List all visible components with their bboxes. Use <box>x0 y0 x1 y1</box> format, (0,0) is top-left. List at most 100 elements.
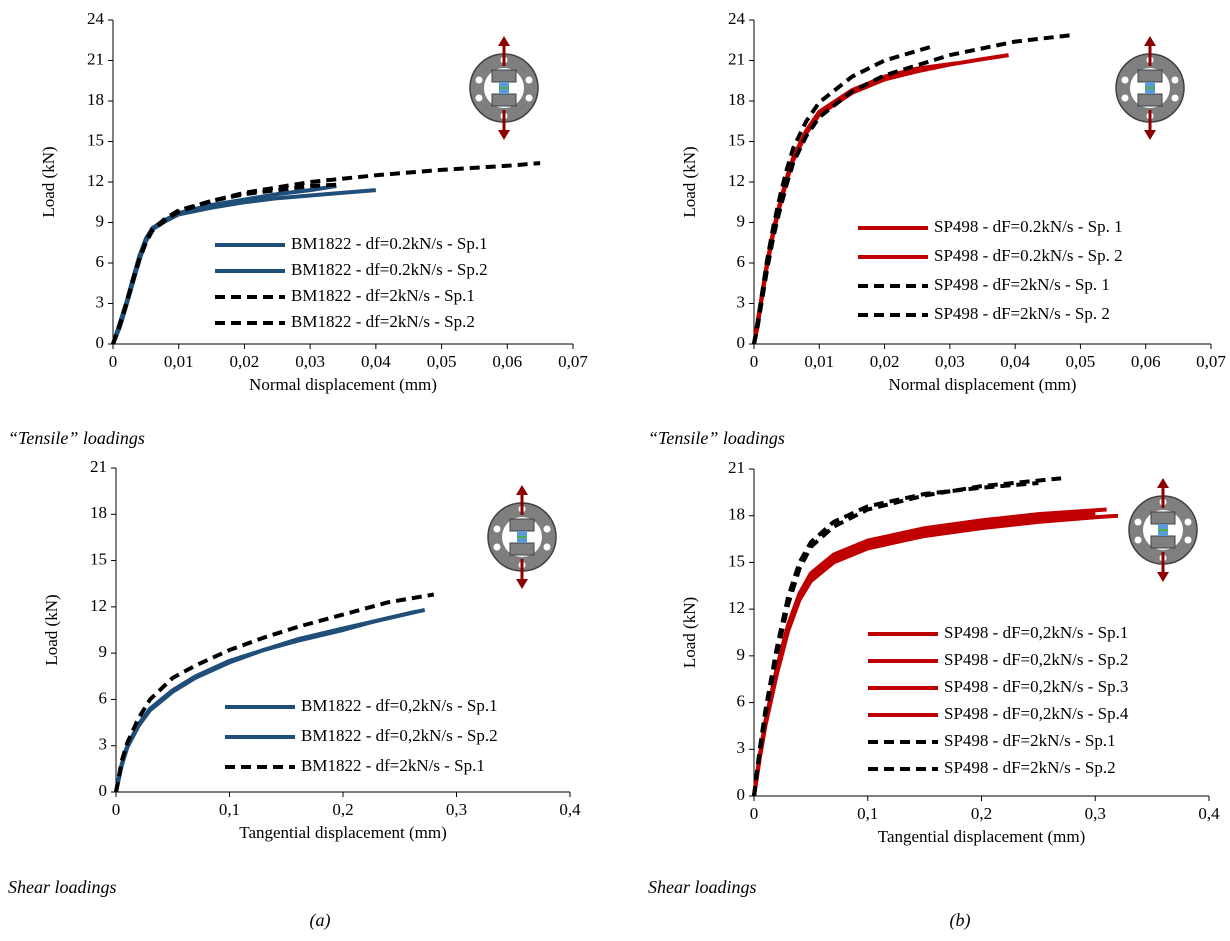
y-tick-label: 15 <box>728 551 745 570</box>
y-tick-label: 6 <box>99 688 108 707</box>
y-tick-label: 12 <box>87 171 104 190</box>
x-tick-label: 0 <box>750 352 759 371</box>
x-tick-label: 0,03 <box>295 352 325 371</box>
legend-label: SP498 - dF=0,2kN/s - Sp.1 <box>944 623 1128 642</box>
icon-body <box>491 93 517 107</box>
y-axis-label: Load (kN) <box>680 597 699 668</box>
y-tick-label: 21 <box>728 49 745 68</box>
y-axis-label: Load (kN) <box>42 594 61 665</box>
series-line <box>752 32 1075 345</box>
x-tick-label: 0,04 <box>1000 352 1030 371</box>
y-tick-label: 12 <box>90 596 107 615</box>
note: Shear loadings <box>648 877 757 897</box>
y-tick-label: 24 <box>728 9 746 28</box>
icon-arrow-head <box>1144 130 1156 140</box>
icon-bolt <box>1184 536 1192 544</box>
icon-bolt <box>1121 76 1129 84</box>
legend-label: SP498 - dF=0,2kN/s - Sp.2 <box>944 650 1128 669</box>
panel-label: (a) <box>310 910 331 931</box>
y-tick-label: 9 <box>737 645 746 664</box>
note: “Tensile” loadings <box>8 428 145 448</box>
series-line <box>752 476 1062 797</box>
x-tick-label: 0,01 <box>164 352 194 371</box>
specimen-icon <box>487 485 557 589</box>
icon-bolt <box>475 76 483 84</box>
legend-label: SP498 - dF=0,2kN/s - Sp.3 <box>944 677 1128 696</box>
legend-label: SP498 - dF=2kN/s - Sp. 2 <box>934 304 1110 323</box>
x-axis-label: Normal displacement (mm) <box>249 375 437 394</box>
y-tick-label: 6 <box>737 691 746 710</box>
y-tick-label: 9 <box>96 211 105 230</box>
y-tick-label: 0 <box>99 781 108 800</box>
icon-bolt <box>543 543 551 551</box>
icon-body <box>1150 511 1176 525</box>
icon-bolt <box>475 94 483 102</box>
y-tick-label: 15 <box>728 130 745 149</box>
series-line <box>752 53 1009 345</box>
y-tick-label: 18 <box>90 503 107 522</box>
legend-label: BM1822 - df=2kN/s - Sp.2 <box>291 312 475 331</box>
specimen-icon <box>1128 478 1198 582</box>
series-line <box>111 161 541 345</box>
y-tick-label: 0 <box>96 333 105 352</box>
series-line <box>752 510 1096 797</box>
x-tick-label: 0,1 <box>857 804 878 823</box>
x-tick-label: 0,05 <box>427 352 457 371</box>
legend-label: SP498 - dF=2kN/s - Sp.2 <box>944 758 1116 777</box>
y-tick-label: 0 <box>737 785 746 804</box>
x-axis-label: Normal displacement (mm) <box>889 375 1077 394</box>
icon-body <box>1137 93 1163 107</box>
y-tick-label: 12 <box>728 598 745 617</box>
specimen-icon <box>469 36 539 140</box>
legend-label: SP498 - dF=0,2kN/s - Sp.4 <box>944 704 1129 723</box>
legend-label: BM1822 - df=0.2kN/s - Sp.1 <box>291 234 488 253</box>
x-tick-label: 0,07 <box>558 352 588 371</box>
y-axis-label: Load (kN) <box>39 146 58 217</box>
note: “Tensile” loadings <box>648 428 785 448</box>
icon-body <box>1150 535 1176 549</box>
y-tick-label: 18 <box>87 90 104 109</box>
y-tick-label: 15 <box>90 549 107 568</box>
icon-body <box>509 542 535 556</box>
icon-bolt <box>1171 94 1179 102</box>
x-tick-label: 0,2 <box>332 800 353 819</box>
icon-bolt <box>1134 536 1142 544</box>
x-tick-label: 0,2 <box>971 804 992 823</box>
y-tick-label: 21 <box>87 49 104 68</box>
icon-arrow-head <box>516 579 528 589</box>
x-tick-label: 0,03 <box>935 352 965 371</box>
legend-label: SP498 - dF=2kN/s - Sp.1 <box>944 731 1116 750</box>
x-axis-label: Tangential displacement (mm) <box>878 827 1085 846</box>
x-tick-label: 0,01 <box>804 352 834 371</box>
y-tick-label: 24 <box>87 9 105 28</box>
icon-bolt <box>1121 94 1129 102</box>
x-tick-label: 0,4 <box>559 800 581 819</box>
y-tick-label: 18 <box>728 90 745 109</box>
icon-bolt <box>1171 76 1179 84</box>
series-line <box>752 45 931 345</box>
y-tick-label: 12 <box>728 171 745 190</box>
x-tick-label: 0,3 <box>1085 804 1106 823</box>
icon-bolt <box>493 525 501 533</box>
x-tick-label: 0,05 <box>1066 352 1096 371</box>
icon-bolt <box>1184 518 1192 526</box>
icon-arrow-head <box>516 485 528 495</box>
x-tick-label: 0 <box>750 804 759 823</box>
y-tick-label: 18 <box>728 505 745 524</box>
x-tick-label: 0,07 <box>1196 352 1226 371</box>
legend-label: BM1822 - df=0.2kN/s - Sp.2 <box>291 260 488 279</box>
y-tick-label: 3 <box>737 292 746 311</box>
icon-bolt <box>493 543 501 551</box>
y-tick-label: 6 <box>96 252 105 271</box>
y-axis-label: Load (kN) <box>680 146 699 217</box>
x-tick-label: 0,06 <box>492 352 522 371</box>
x-tick-label: 0,02 <box>870 352 900 371</box>
note: Shear loadings <box>8 877 117 897</box>
x-tick-label: 0,02 <box>230 352 260 371</box>
icon-body <box>1137 69 1163 83</box>
legend-label: SP498 - dF=2kN/s - Sp. 1 <box>934 275 1110 294</box>
legend-label: BM1822 - df=2kN/s - Sp.1 <box>291 286 475 305</box>
y-tick-label: 9 <box>99 642 108 661</box>
icon-arrow-head <box>498 130 510 140</box>
series-line <box>114 607 426 793</box>
